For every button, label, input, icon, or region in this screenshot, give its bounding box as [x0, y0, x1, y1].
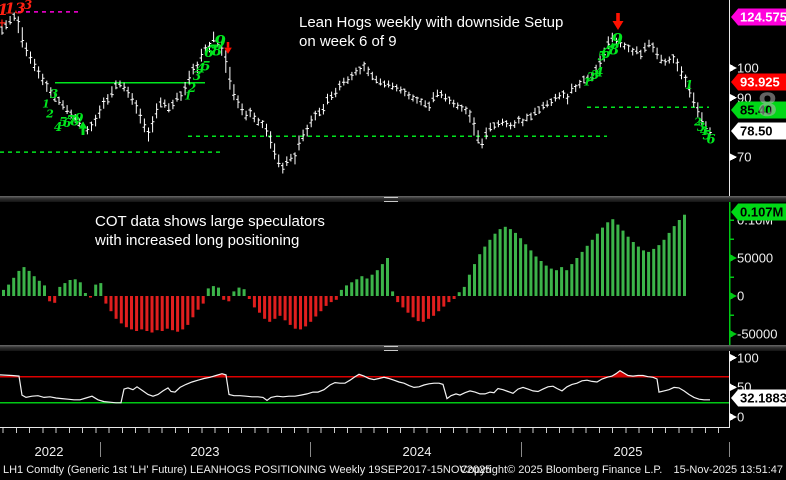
td-setup-number: 5	[58, 115, 68, 129]
price-bars	[0, 12, 712, 174]
x-axis-year-label: 2023	[190, 444, 220, 459]
separator-grip-icon[interactable]	[384, 346, 398, 351]
price-badge: 85.40	[731, 101, 786, 119]
timestamp: 15-Nov-2025 13:51:47	[673, 464, 783, 476]
td-setup-number: 8	[608, 40, 620, 59]
x-axis-year-separator	[729, 442, 730, 457]
price-badge: 124.575	[731, 8, 786, 26]
axis-tick-marker	[729, 93, 737, 102]
td-setup-number: 3	[192, 69, 202, 83]
axis-tick-marker	[729, 413, 737, 421]
up-arrow-icon	[78, 121, 88, 129]
axis-tick-marker	[729, 64, 737, 72]
price-axis-label: 70	[737, 149, 752, 165]
panel-separator-2[interactable]	[0, 345, 786, 351]
price-title-line1: Lean Hogs weekly with downside Setup	[299, 14, 564, 31]
axis-tick-marker	[729, 330, 737, 338]
axis-tick-marker	[729, 383, 737, 392]
td-setup-number: 2	[694, 115, 702, 129]
oscillator-last-value-badge: 32.1883	[731, 389, 786, 407]
price-badge: 93.925	[731, 73, 786, 91]
separator-grip-icon[interactable]	[384, 197, 398, 202]
oscillator-axis-label: 100	[737, 350, 759, 366]
td-setup-number: 3	[49, 87, 59, 101]
security-description: LH1 Comdty (Generic 1st 'LH' Future) LEA…	[3, 464, 492, 476]
td-setup-number: 7	[208, 43, 218, 59]
td-countdown-number: 1	[0, 2, 9, 18]
td-setup-number: 4	[53, 120, 63, 134]
td-setup-number: 1	[184, 89, 192, 103]
oscillator-line	[0, 369, 710, 404]
price-title-line2: on week 6 of 9	[299, 33, 397, 50]
td-setup-number: 6	[706, 132, 716, 148]
x-axis-year-label: 2025	[613, 444, 643, 459]
td-setup-number: 5	[597, 49, 607, 65]
down-arrow-icon	[224, 47, 232, 54]
td-setup-number: 1	[684, 78, 694, 92]
td-setup-number: 6	[62, 116, 72, 130]
axis-tick-marker	[729, 153, 737, 162]
price-badge: 78.50	[731, 122, 786, 140]
td-setup-number: 3	[696, 120, 706, 134]
td-setup-number: 1	[583, 75, 591, 89]
axis-watermark: 8	[758, 86, 777, 124]
axis-tick-marker	[729, 353, 737, 362]
down-arrow-icon	[612, 21, 624, 30]
signal-arrows	[78, 13, 624, 135]
oscillator-axis-label: 0	[737, 409, 745, 425]
td-setup-number: 1	[42, 97, 50, 111]
axes	[0, 0, 737, 433]
panel-separator-1[interactable]	[0, 196, 786, 202]
cot-title-line1: COT data shows large speculators	[95, 213, 325, 230]
td-setup-number: 6	[601, 46, 611, 62]
td-countdown-number: 3	[23, 0, 33, 12]
td-setup-number: 9	[214, 32, 226, 53]
td-setup-number: 2	[46, 107, 54, 121]
cot-panel-annotation-text: COT data shows large speculators with in…	[95, 212, 325, 250]
td-setup-number: 5	[201, 59, 211, 75]
cot-histogram-bars	[2, 214, 686, 333]
price-axis-label: 100	[737, 60, 759, 76]
x-axis-year-label: 2024	[402, 444, 432, 459]
td-setup-number: 6	[204, 45, 214, 61]
td-setup-number: 7	[66, 113, 76, 129]
cot-axis-label: 50000	[737, 250, 774, 266]
x-axis-year-separator	[100, 442, 101, 457]
price-level-lines	[0, 11, 709, 153]
overbought-fill	[609, 370, 648, 377]
td-setup-number: 3	[590, 68, 600, 82]
td-setup-number: 2	[187, 81, 197, 95]
td-setup-number: 7	[605, 44, 615, 60]
td-setup-number: 9	[74, 111, 84, 127]
axis-tick-marker	[729, 292, 737, 300]
cot-axis-label: 0	[737, 288, 745, 304]
td-setup-number: 8	[70, 114, 80, 130]
x-axis-year-label: 2022	[34, 444, 64, 459]
td-setup-number: 9	[611, 30, 623, 51]
price-panel-annotation-text: Lean Hogs weekly with downside Setup on …	[299, 13, 563, 51]
cot-axis-label: -50000	[737, 326, 778, 342]
copyright-text: Copyright© 2025 Bloomberg Finance L.P.	[460, 464, 663, 476]
td-setup-number: 2	[586, 70, 596, 84]
td-setup-number: 4	[196, 61, 206, 77]
x-axis-year-separator	[521, 442, 522, 457]
td-countdown-number: +	[0, 18, 7, 29]
price-axis-label: 90	[737, 90, 752, 106]
td-setup-number: 4	[594, 65, 604, 81]
td-setup-number: 4	[699, 124, 709, 138]
axis-tick-marker	[729, 254, 737, 262]
x-axis-year-separator	[310, 442, 311, 457]
td-setup-number: 5	[702, 128, 712, 144]
cot-last-value-badge: 0.107M	[731, 203, 786, 221]
td-countdown-number: 13	[4, 0, 26, 18]
cot-title-line2: with increased long positioning	[95, 232, 300, 249]
td-setup-number: 8	[211, 41, 223, 60]
status-bar: LH1 Comdty (Generic 1st 'LH' Future) LEA…	[0, 462, 786, 480]
